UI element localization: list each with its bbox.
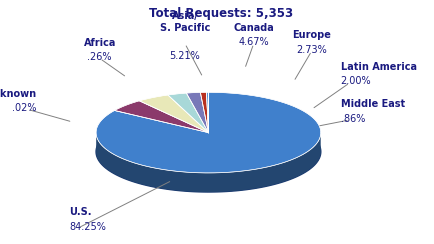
Polygon shape — [114, 101, 208, 132]
Text: Unknown: Unknown — [0, 89, 36, 99]
Text: Latin America: Latin America — [340, 62, 416, 72]
Text: .86%: .86% — [340, 113, 364, 123]
Text: Canada: Canada — [233, 23, 273, 33]
Text: Europe: Europe — [292, 30, 330, 40]
Polygon shape — [200, 92, 208, 132]
Polygon shape — [139, 95, 208, 132]
Text: .02%: .02% — [12, 103, 36, 113]
Text: 2.73%: 2.73% — [296, 45, 326, 55]
Text: 84.25%: 84.25% — [69, 222, 105, 232]
Text: Total Requests: 5,353: Total Requests: 5,353 — [149, 7, 293, 20]
Polygon shape — [96, 92, 320, 173]
Text: 5.21%: 5.21% — [169, 51, 200, 61]
Polygon shape — [96, 112, 320, 192]
Text: 2.00%: 2.00% — [340, 76, 371, 86]
Text: .26%: .26% — [87, 52, 112, 62]
Polygon shape — [206, 92, 208, 132]
Text: Asia/
S. Pacific: Asia/ S. Pacific — [159, 11, 210, 33]
Text: U.S.: U.S. — [69, 207, 91, 217]
Text: Middle East: Middle East — [340, 99, 404, 109]
Polygon shape — [186, 92, 208, 132]
Polygon shape — [168, 93, 208, 132]
Text: Africa: Africa — [83, 38, 115, 48]
Text: 4.67%: 4.67% — [238, 37, 269, 47]
Polygon shape — [96, 134, 320, 192]
